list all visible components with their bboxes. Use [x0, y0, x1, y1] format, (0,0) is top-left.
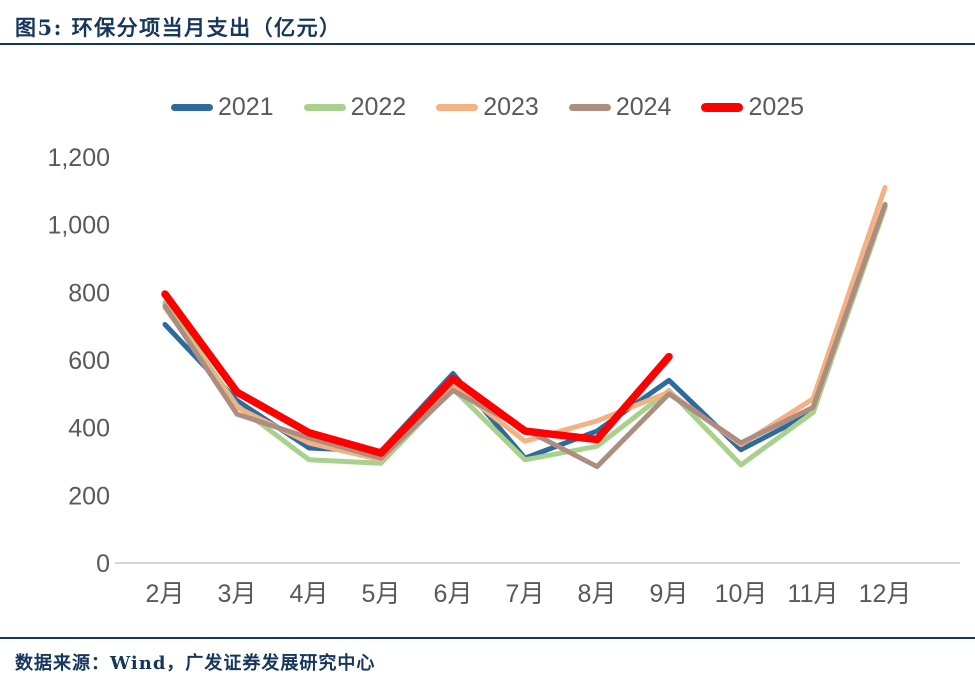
x-tick-label: 3月	[218, 580, 257, 608]
legend-item-2025[interactable]: 2025	[701, 95, 804, 120]
data-source-note: 数据来源：Wind，广发证券发展研究中心	[15, 653, 376, 674]
figure-header: 图5: 环保分项当月支出（亿元）	[0, 0, 975, 45]
legend-label: 2022	[350, 93, 407, 121]
y-tick-label: 400	[68, 415, 110, 443]
series-line-2023	[162, 184, 888, 463]
legend-swatch-2021	[170, 104, 213, 111]
series-line-2025	[161, 290, 673, 457]
legend-label: 2023	[483, 93, 539, 121]
legend-item-2021[interactable]: 2021	[170, 93, 274, 121]
y-tick-label: 200	[68, 482, 110, 510]
legend-swatch-2024	[568, 104, 611, 111]
y-tick-label: 800	[68, 279, 110, 307]
legend-item-2023[interactable]: 2023	[436, 95, 539, 120]
legend-label: 2024	[615, 93, 672, 121]
y-tick-label: 1,000	[47, 212, 110, 240]
x-tick-label: 10月	[715, 580, 768, 608]
y-tick-label: 600	[68, 347, 110, 375]
legend-swatch-2023	[436, 104, 479, 111]
x-tick-label: 7月	[506, 580, 545, 608]
y-tick-label: 1,200	[47, 144, 110, 172]
x-tick-label: 9月	[650, 580, 689, 608]
x-tick-label: 5月	[362, 580, 401, 608]
x-tick-label: 6月	[434, 580, 473, 608]
chart-title: 图5: 环保分项当月支出（亿元）	[15, 15, 342, 40]
legend-item-2022[interactable]: 2022	[303, 93, 407, 121]
series-line-2022	[162, 205, 888, 468]
x-tick-label: 12月	[859, 580, 912, 608]
legend-item-2024[interactable]: 2024	[568, 93, 672, 121]
x-tick-label: 8月	[578, 580, 617, 608]
x-tick-label: 2月	[146, 580, 185, 608]
legend-label: 2021	[217, 93, 274, 121]
x-tick-label: 11月	[788, 580, 839, 608]
y-tick-label: 0	[96, 550, 110, 578]
x-tick-label: 4月	[290, 580, 329, 608]
chart-legend: 2021 2022 2023 2024 2025	[0, 95, 975, 120]
figure-footer: 数据来源：Wind，广发证券发展研究中心	[0, 637, 975, 690]
legend-swatch-2022	[303, 104, 346, 111]
legend-label: 2025	[748, 93, 805, 121]
legend-swatch-2025	[701, 103, 744, 112]
